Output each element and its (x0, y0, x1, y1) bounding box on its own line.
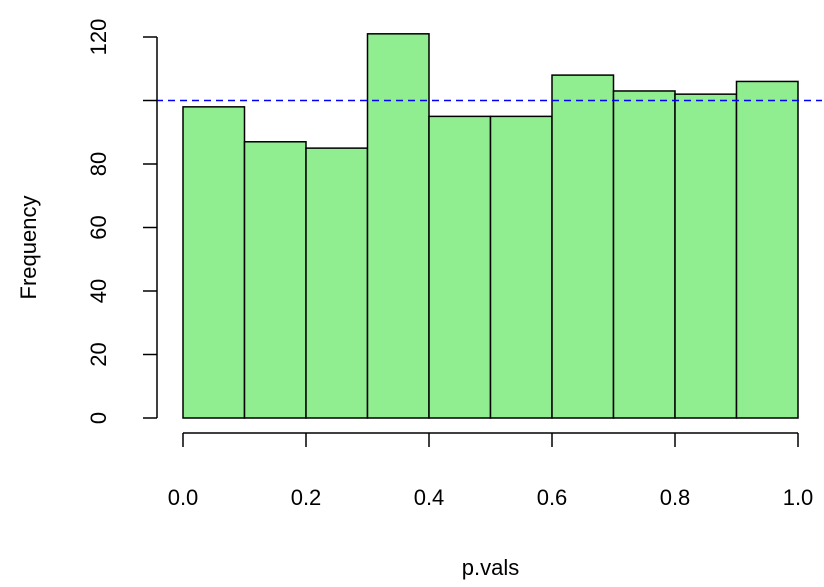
y-axis-title: Frequency (16, 196, 41, 300)
y-axis: 0 20 40 60 80 120 (86, 19, 158, 424)
y-tick-label: 0 (86, 412, 111, 424)
histogram-bar-2 (305, 147, 369, 419)
x-tick-label: 0.6 (537, 485, 568, 510)
x-axis: 0.0 0.2 0.4 0.6 0.8 1.0 (168, 432, 814, 510)
histogram-bar-0 (182, 106, 246, 419)
x-tick-label: 0.8 (660, 485, 691, 510)
histogram-bar-9 (735, 80, 799, 419)
x-tick-label: 0.0 (168, 485, 199, 510)
histogram-bar-8 (674, 93, 738, 419)
x-tick-label: 0.4 (414, 485, 445, 510)
histogram-bar-1 (243, 141, 307, 419)
y-tick-label: 80 (86, 152, 111, 176)
y-tick-label: 120 (86, 19, 111, 56)
bars-group (182, 33, 799, 419)
x-tick-label: 1.0 (783, 485, 814, 510)
histogram-bar-7 (612, 90, 676, 419)
histogram-bar-3 (366, 33, 430, 419)
x-tick-label: 0.2 (291, 485, 322, 510)
histogram-bar-6 (551, 74, 615, 419)
histogram-bar-5 (489, 115, 553, 419)
histogram-bar-4 (428, 115, 492, 419)
y-tick-label: 60 (86, 215, 111, 239)
x-axis-title: p.vals (462, 555, 519, 580)
y-tick-label: 40 (86, 279, 111, 303)
y-tick-label: 20 (86, 342, 111, 366)
